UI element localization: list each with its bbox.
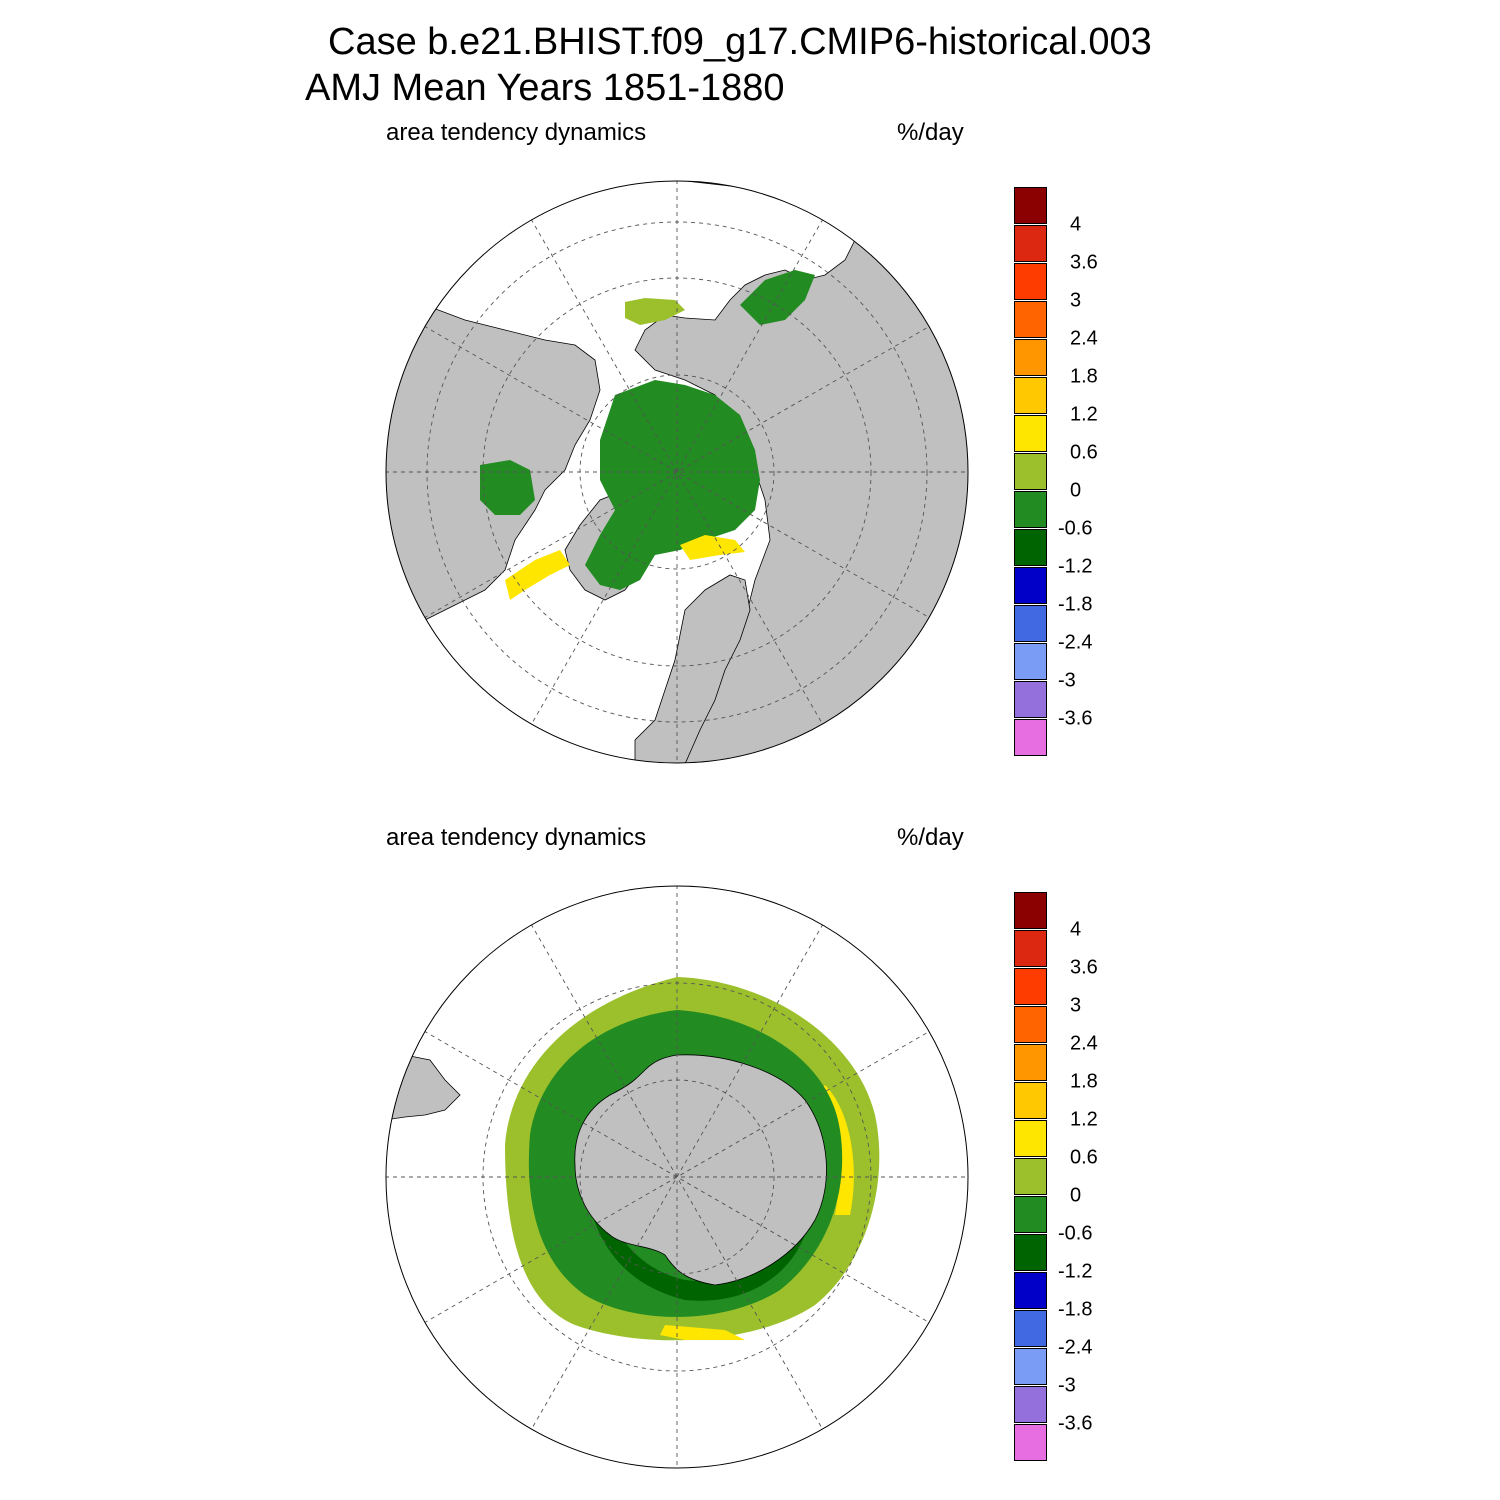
colorbar-tick-label: 3	[1070, 289, 1082, 312]
colorbar-swatch	[1014, 643, 1047, 680]
colorbar-tick-label: -0.6	[1058, 517, 1093, 540]
figure-title-line1: Case b.e21.BHIST.f09_g17.CMIP6-historica…	[328, 21, 1152, 63]
colorbar-tick-label: -3.6	[1058, 1412, 1093, 1435]
colorbar-tick-label: -2.4	[1058, 631, 1093, 654]
colorbar-tick-label: 1.2	[1070, 403, 1098, 426]
colorbar-swatch	[1014, 187, 1047, 224]
colorbar-swatch	[1014, 892, 1047, 929]
colorbar-tick-label: -1.2	[1058, 1260, 1093, 1283]
colorbar-swatch	[1014, 930, 1047, 967]
south-ice-edge-yellow-east	[815, 1085, 854, 1215]
colorbar-swatch	[1014, 263, 1047, 300]
colorbar-tick-label: 1.8	[1070, 365, 1098, 388]
colorbar-tick-label: -3	[1058, 669, 1076, 692]
south-polar-map	[385, 885, 969, 1469]
colorbar-swatch	[1014, 681, 1047, 718]
colorbar-swatch	[1014, 1006, 1047, 1043]
colorbar-tick-label: -1.8	[1058, 593, 1093, 616]
colorbar-tick-label: -1.2	[1058, 555, 1093, 578]
south-map-border	[385, 885, 969, 1469]
colorbar-swatch	[1014, 1044, 1047, 1081]
colorbar-swatch	[1014, 225, 1047, 262]
colorbar-tick-label: 4	[1070, 213, 1082, 236]
colorbar-swatch	[1014, 377, 1047, 414]
colorbar-swatch	[1014, 1386, 1047, 1423]
colorbar-swatch	[1014, 491, 1047, 528]
colorbar-swatch	[1014, 339, 1047, 376]
colorbar-swatch	[1014, 1310, 1047, 1347]
colorbar-swatch	[1014, 719, 1047, 756]
colorbar-swatch	[1014, 1158, 1047, 1195]
colorbar-tick-label: 0	[1070, 1184, 1082, 1207]
north-panel-unit-label: %/day	[897, 119, 964, 146]
colorbar-tick-label: 1.8	[1070, 1070, 1098, 1093]
colorbar-swatch	[1014, 1348, 1047, 1385]
colorbar-tick-label: 2.4	[1070, 1032, 1098, 1055]
colorbar-tick-label: -3	[1058, 1374, 1076, 1397]
figure-title-line2: AMJ Mean Years 1851-1880	[305, 67, 785, 109]
south-panel-unit-label: %/day	[897, 824, 964, 851]
north-map-border	[385, 180, 969, 764]
colorbar-swatch	[1014, 1272, 1047, 1309]
colorbar-tick-label: 3.6	[1070, 251, 1098, 274]
colorbar-swatch	[1014, 1196, 1047, 1233]
colorbar-swatch	[1014, 529, 1047, 566]
colorbar-swatch	[1014, 415, 1047, 452]
colorbar-tick-label: -1.8	[1058, 1298, 1093, 1321]
north-panel-variable-label: area tendency dynamics	[386, 119, 647, 146]
colorbar-swatch	[1014, 1120, 1047, 1157]
colorbar-tick-label: 2.4	[1070, 327, 1098, 350]
colorbar-swatch	[1014, 453, 1047, 490]
colorbar-tick-label: -0.6	[1058, 1222, 1093, 1245]
north-ice-central-arctic	[585, 380, 760, 590]
south-panel-variable-label: area tendency dynamics	[386, 824, 647, 851]
north-ice-hudson-bay	[480, 460, 535, 515]
colorbar-swatch	[1014, 1082, 1047, 1119]
colorbar-tick-label: 0.6	[1070, 441, 1098, 464]
colorbar-swatch	[1014, 968, 1047, 1005]
colorbar-tick-label: -2.4	[1058, 1336, 1093, 1359]
north-graticule	[386, 181, 968, 763]
colorbar-swatch	[1014, 605, 1047, 642]
colorbar-tick-label: 1.2	[1070, 1108, 1098, 1131]
north-ice-labrador-edge	[505, 550, 570, 600]
colorbar-tick-label: 3	[1070, 994, 1082, 1017]
colorbar-swatch	[1014, 567, 1047, 604]
colorbar-swatch	[1014, 301, 1047, 338]
colorbar-tick-label: 0.6	[1070, 1146, 1098, 1169]
colorbar-tick-label: 0	[1070, 479, 1082, 502]
north-land-europe	[634, 574, 751, 763]
colorbar-tick-label: 4	[1070, 918, 1082, 941]
south-graticule	[386, 886, 968, 1468]
colorbar-swatch	[1014, 1424, 1047, 1461]
north-ice-bering-margin	[625, 298, 685, 325]
colorbar-swatch	[1014, 1234, 1047, 1271]
colorbar-tick-label: -3.6	[1058, 707, 1093, 730]
north-polar-map	[385, 180, 969, 764]
south-ice-edge-yellow-north	[660, 1325, 745, 1340]
colorbar-tick-label: 3.6	[1070, 956, 1098, 979]
